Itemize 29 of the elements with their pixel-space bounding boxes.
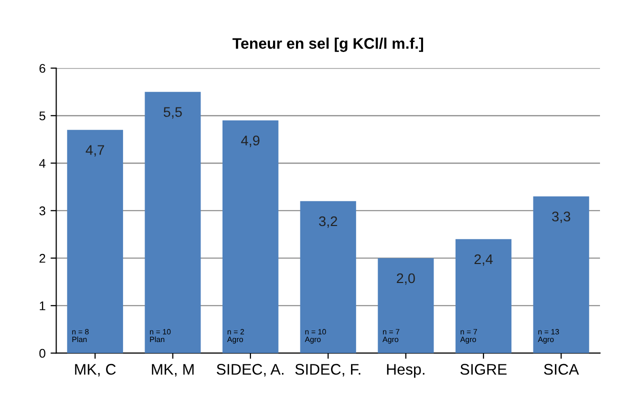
bar [67, 130, 124, 354]
y-tick-label: 2 [40, 254, 46, 263]
y-tick-label: 4 [39, 159, 46, 168]
y-tick-label: 1 [40, 302, 46, 310]
bar [300, 201, 356, 354]
x-tick-label: SICA [544, 364, 579, 375]
bar [222, 120, 278, 354]
x-tick-label: SIGRE [460, 364, 507, 375]
x-tick-label: MK, C [75, 364, 116, 377]
data-label: 3,2 [319, 216, 338, 228]
y-tick-label: 0 [39, 348, 46, 358]
bar [533, 196, 590, 354]
x-tick-label: SIDEC, F. [295, 364, 360, 377]
data-label: 2,0 [396, 273, 415, 285]
x-tick-label: SIDEC, A. [216, 364, 284, 377]
data-label: 3,3 [552, 212, 570, 224]
chart-title: Teneur en sel [g KCl/l m.f.] [232, 38, 424, 52]
bar [144, 92, 201, 354]
x-tick-label: Hesp. [387, 364, 424, 378]
data-label: 2,4 [474, 254, 493, 266]
x-tick-label: MK, M [152, 364, 194, 377]
data-label: 4,9 [241, 136, 260, 148]
y-tick-label: 3 [39, 206, 46, 216]
data-label: 5,5 [164, 107, 182, 119]
y-tick-label: 6 [40, 64, 46, 73]
data-label: 4,7 [86, 145, 104, 157]
y-tick-label: 5 [39, 112, 46, 120]
bar [378, 258, 434, 354]
bar [456, 239, 512, 354]
